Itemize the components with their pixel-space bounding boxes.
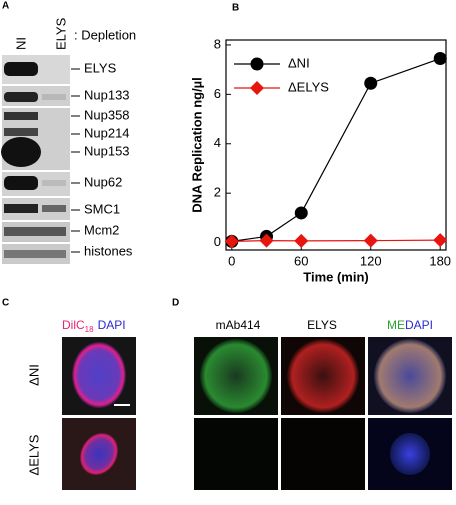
- stain: ME: [387, 318, 405, 332]
- lane-label: ELYS: [53, 17, 68, 50]
- x-axis-label: Time (min): [303, 269, 369, 284]
- western-blot: [1, 55, 70, 264]
- lane-note: : Depletion: [74, 27, 136, 42]
- series-line: [231, 57, 441, 242]
- y-tick-label: 6: [214, 86, 221, 101]
- protein-label: histones: [84, 243, 133, 258]
- protein-label: Nup358: [84, 107, 130, 122]
- stain: ELYS: [307, 318, 337, 332]
- row-label: ΔNI: [26, 364, 41, 386]
- legend-label: ΔNI: [288, 55, 310, 70]
- y-tick-label: 8: [214, 36, 221, 51]
- x-tick-label: 60: [294, 253, 308, 268]
- micrographs: [62, 337, 136, 490]
- protein-label: SMC1: [84, 201, 120, 216]
- stain: DAPI: [98, 318, 126, 332]
- panel-label: B: [232, 3, 239, 14]
- y-tick-label: 4: [214, 135, 221, 150]
- panel-label: C: [2, 298, 9, 309]
- data-point: [294, 206, 308, 220]
- data-point: [259, 233, 274, 248]
- stain: DilC: [62, 318, 85, 332]
- data-point: [294, 233, 309, 248]
- data-point: [433, 233, 448, 248]
- stain: mAb414: [216, 318, 261, 332]
- lane-label: NI: [13, 37, 28, 50]
- stain-title: DilC18 DAPI: [62, 318, 126, 334]
- protein-label: Nup153: [84, 143, 130, 158]
- data-point: [364, 76, 378, 90]
- legend-marker: [250, 81, 264, 95]
- y-tick-label: 0: [214, 234, 221, 249]
- legend-marker: [250, 57, 264, 71]
- x-tick-label: 0: [228, 253, 235, 268]
- panel-label: D: [172, 298, 179, 309]
- data-point: [224, 234, 239, 249]
- x-tick-label: 180: [429, 253, 451, 268]
- y-tick-label: 2: [214, 185, 221, 200]
- x-tick-label: 120: [360, 253, 382, 268]
- protein-label: Mcm2: [84, 222, 119, 237]
- data-point: [433, 52, 447, 66]
- micrographs: [194, 337, 452, 490]
- data-point: [363, 233, 378, 248]
- y-axis-label: DNA Replication ng/µl: [189, 77, 204, 213]
- row-label: ΔELYS: [26, 434, 41, 475]
- stain: MEDAPI: [387, 318, 433, 332]
- panel-label: A: [2, 1, 9, 12]
- protein-label: ELYS: [84, 60, 117, 75]
- protein-label: Nup133: [84, 87, 130, 102]
- protein-label: Nup214: [84, 125, 130, 140]
- stain: DAPI: [405, 318, 433, 332]
- protein-label: Nup62: [84, 174, 122, 189]
- plot-frame: [225, 39, 447, 251]
- legend-label: ΔELYS: [288, 79, 329, 94]
- stain-sub: 18: [85, 325, 94, 334]
